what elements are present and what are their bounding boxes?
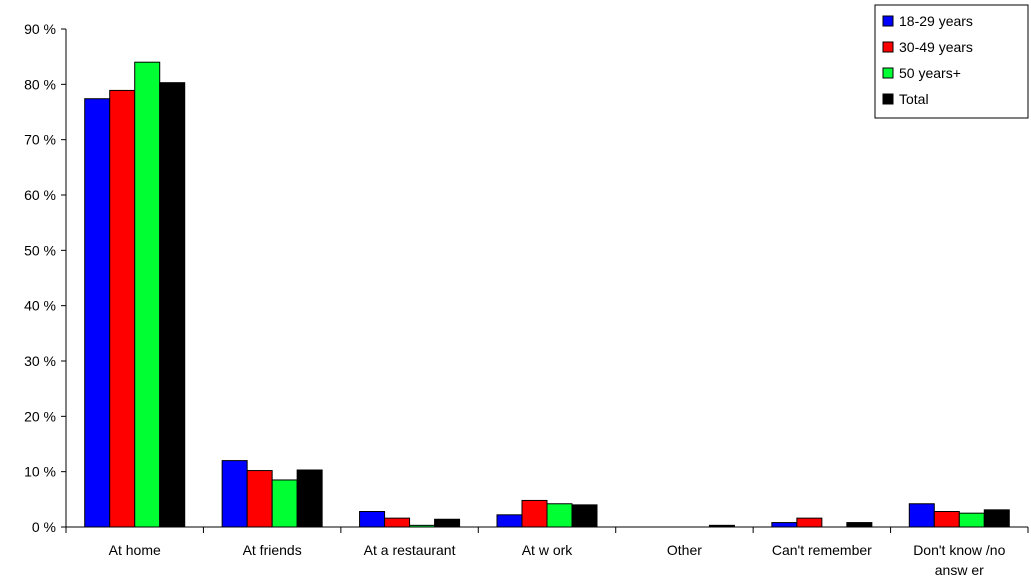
bar (384, 517, 411, 528)
bar (796, 517, 823, 528)
bar (496, 514, 523, 528)
bar (134, 61, 161, 528)
legend-box (874, 4, 1029, 119)
bar (221, 460, 248, 528)
bar (571, 504, 598, 528)
legend-label: 30-49 years (899, 39, 973, 55)
y-tick-label: 70 % (24, 132, 56, 148)
legend-label: 50 years+ (899, 65, 961, 81)
bar (933, 511, 960, 528)
bar (546, 503, 573, 528)
bar (271, 479, 298, 528)
legend-swatch (882, 15, 894, 27)
y-axis: 0 % 10 % 20 % 30 % 40 % 50 % 60 % 70 % 80 % 90 % (24, 21, 67, 535)
bar (159, 82, 186, 528)
y-tick-label: 20 % (24, 408, 56, 424)
bar (846, 522, 873, 528)
x-category-label: Can't remember (772, 542, 872, 558)
bar (434, 518, 461, 528)
legend-label: Total (899, 91, 929, 107)
x-category-label: At home (109, 542, 161, 558)
bar (983, 509, 1010, 528)
y-tick-label: 30 % (24, 353, 56, 369)
bar (958, 512, 985, 528)
bar (84, 98, 111, 528)
x-category-label: Other (667, 542, 702, 558)
bar (296, 469, 323, 528)
x-axis: At home At friends At a restaurant At w ork… (65, 526, 1029, 578)
legend-swatch (882, 67, 894, 79)
y-tick-label: 0 % (32, 519, 56, 535)
bars (84, 61, 1010, 528)
x-category-label: At friends (243, 542, 302, 558)
bar (908, 503, 935, 528)
y-tick-label: 80 % (24, 76, 56, 92)
legend-swatch (882, 93, 894, 105)
y-tick-label: 90 % (24, 21, 56, 37)
x-category-label: At a restaurant (364, 542, 456, 558)
bar (521, 499, 548, 528)
x-category-label: At w ork (522, 542, 574, 558)
legend: 18-29 years 30-49 years 50 years+ Total (874, 4, 1029, 119)
bar (771, 522, 798, 528)
x-category-label: Don't know /no answ er (913, 542, 1005, 578)
y-tick-label: 40 % (24, 298, 56, 314)
bar (109, 89, 136, 528)
bar (359, 511, 386, 528)
legend-swatch (882, 41, 894, 53)
y-tick-label: 60 % (24, 187, 56, 203)
y-tick-label: 10 % (24, 464, 56, 480)
y-tick-label: 50 % (24, 242, 56, 258)
legend-label: 18-29 years (899, 13, 973, 29)
bar (246, 470, 273, 528)
